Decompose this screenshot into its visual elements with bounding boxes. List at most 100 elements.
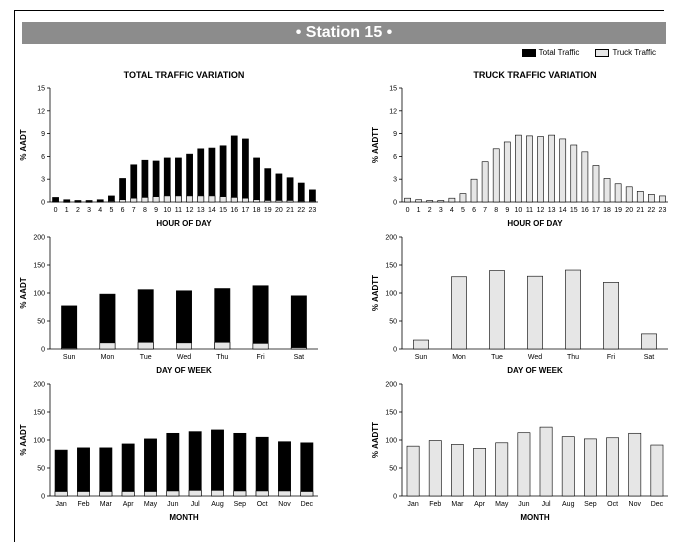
bar xyxy=(526,135,533,203)
bar xyxy=(255,490,269,497)
bar xyxy=(451,444,464,497)
x-tick-label: 6 xyxy=(121,207,125,214)
y-tick-label: 0 xyxy=(393,347,397,354)
x-tick-label: Apr xyxy=(123,501,135,508)
bar xyxy=(581,151,589,203)
bar xyxy=(275,173,283,203)
legend-label-truck: Truck Traffic xyxy=(612,48,656,57)
x-axis-label: MONTH xyxy=(169,513,199,522)
bar xyxy=(641,333,657,350)
x-tick-label: 12 xyxy=(537,207,545,214)
x-tick-label: 10 xyxy=(163,207,171,214)
bar xyxy=(214,341,231,350)
x-tick-label: 20 xyxy=(625,207,633,214)
y-tick-label: 3 xyxy=(393,177,397,184)
bar xyxy=(163,195,171,203)
x-tick-label: 3 xyxy=(87,207,91,214)
bar xyxy=(197,195,205,203)
x-tick-label: Oct xyxy=(257,501,268,508)
bar xyxy=(54,491,68,497)
y-tick-label: 150 xyxy=(33,263,45,270)
bar xyxy=(99,293,116,350)
x-tick-label: Sun xyxy=(415,354,428,361)
x-tick-label: 11 xyxy=(175,207,182,214)
bar xyxy=(255,436,269,497)
bar xyxy=(152,196,160,203)
x-tick-label: 22 xyxy=(647,207,655,214)
bar xyxy=(175,157,182,203)
bar xyxy=(278,490,291,497)
y-tick-label: 50 xyxy=(37,466,45,473)
bar xyxy=(52,197,59,203)
bar xyxy=(614,183,622,203)
bar xyxy=(99,491,113,497)
bar xyxy=(415,199,422,203)
bar xyxy=(176,342,192,350)
chart-title: TOTAL TRAFFIC VARIATION xyxy=(124,70,245,80)
bar xyxy=(286,200,294,203)
y-axis-label: % AADT xyxy=(19,424,28,455)
y-tick-label: 0 xyxy=(41,200,45,207)
y-tick-label: 50 xyxy=(37,319,45,326)
x-tick-label: 9 xyxy=(505,207,509,214)
x-tick-label: 11 xyxy=(526,207,533,214)
bar xyxy=(77,491,90,497)
bar xyxy=(141,197,149,203)
bar xyxy=(264,168,272,203)
x-tick-label: Aug xyxy=(562,501,575,508)
bar xyxy=(233,432,247,497)
y-tick-label: 9 xyxy=(41,131,45,138)
x-tick-label: 0 xyxy=(54,207,58,214)
x-tick-label: Fri xyxy=(256,354,265,361)
bar xyxy=(166,432,180,497)
bar xyxy=(242,197,249,203)
legend-item-total: Total Traffic xyxy=(521,48,580,57)
x-tick-label: May xyxy=(495,501,509,508)
x-axis-label: HOUR OF DAY xyxy=(156,219,212,228)
bar xyxy=(515,134,522,203)
bar xyxy=(188,431,202,497)
x-tick-label: Wed xyxy=(177,354,191,361)
bar xyxy=(85,201,93,203)
bar xyxy=(233,490,247,497)
bar xyxy=(625,186,633,203)
x-tick-label: 7 xyxy=(132,207,136,214)
x-axis-label: DAY OF WEEK xyxy=(507,366,563,375)
x-tick-label: 5 xyxy=(109,207,113,214)
legend-label-total: Total Traffic xyxy=(538,48,580,57)
legend-swatch-total xyxy=(521,48,536,57)
bar xyxy=(152,160,160,203)
bar xyxy=(197,148,205,203)
bar xyxy=(264,200,272,203)
bar xyxy=(473,448,486,497)
x-tick-label: Jun xyxy=(518,501,529,508)
x-tick-label: 17 xyxy=(242,207,250,214)
x-tick-label: Jul xyxy=(191,501,200,508)
y-tick-label: 200 xyxy=(33,235,45,242)
bar xyxy=(121,491,135,497)
x-tick-label: 15 xyxy=(219,207,227,214)
bar xyxy=(404,197,411,203)
bar xyxy=(252,285,269,350)
station-title: • Station 15 • xyxy=(22,22,666,44)
x-tick-label: 3 xyxy=(439,207,443,214)
y-tick-label: 0 xyxy=(41,494,45,501)
x-tick-label: 16 xyxy=(581,207,589,214)
y-axis-label: % AADT xyxy=(19,277,28,308)
x-tick-label: 18 xyxy=(603,207,611,214)
bar xyxy=(565,269,581,350)
y-axis-label: % AADTT xyxy=(371,127,380,163)
bar xyxy=(459,193,467,203)
bar xyxy=(297,200,305,203)
y-tick-label: 50 xyxy=(389,466,397,473)
x-tick-label: 15 xyxy=(570,207,578,214)
x-tick-label: Thu xyxy=(567,354,579,361)
x-tick-label: 8 xyxy=(494,207,498,214)
bar xyxy=(659,195,666,203)
x-tick-label: 17 xyxy=(592,207,600,214)
x-tick-label: Mon xyxy=(452,354,466,361)
x-tick-label: 14 xyxy=(559,207,567,214)
x-tick-label: Sat xyxy=(644,354,655,361)
bar xyxy=(650,444,664,497)
y-tick-label: 150 xyxy=(385,410,397,417)
